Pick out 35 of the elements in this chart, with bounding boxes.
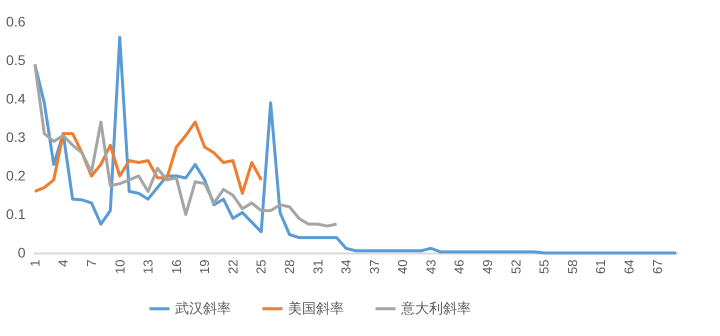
y-tick-label: 0.4 — [6, 90, 26, 106]
legend-label: 意大利斜率 — [400, 300, 471, 316]
line-series — [33, 62, 338, 228]
x-tick-label: 64 — [621, 260, 636, 274]
x-tick-label: 1 — [27, 260, 42, 267]
x-tick-label: 7 — [84, 260, 99, 267]
x-tick-label: 10 — [112, 260, 128, 274]
x-tick-label: 16 — [168, 260, 184, 274]
legend-label: 美国斜率 — [288, 300, 344, 316]
x-tick-label: 52 — [508, 260, 524, 274]
x-tick-label: 4 — [56, 260, 71, 267]
x-tick-label: 34 — [338, 260, 354, 274]
line-series — [33, 120, 263, 195]
y-tick-label: 0.3 — [6, 129, 26, 145]
x-tick-label: 19 — [197, 260, 212, 274]
x-tick-label: 13 — [140, 260, 156, 274]
x-tick-label: 43 — [423, 260, 438, 274]
x-tick-label: 49 — [480, 260, 496, 274]
x-tick-label: 28 — [282, 260, 297, 274]
x-tick-label: 67 — [650, 260, 665, 274]
x-tick-label: 31 — [310, 260, 326, 274]
x-tick-label: 37 — [366, 260, 382, 274]
y-tick-label: 0 — [18, 244, 26, 260]
y-tick-label: 0.6 — [6, 14, 26, 30]
x-tick-label: 55 — [536, 260, 552, 274]
x-tick-label: 25 — [254, 260, 269, 274]
x-tick-label: 61 — [593, 260, 608, 274]
x-tick-label: 40 — [395, 260, 410, 274]
y-tick-label: 0.5 — [6, 52, 26, 68]
x-tick-label: 22 — [225, 260, 240, 274]
y-tick-label: 0.2 — [6, 168, 26, 184]
x-tick-label: 58 — [564, 260, 580, 274]
y-tick-label: 0.1 — [6, 206, 26, 222]
x-tick-label: 46 — [452, 260, 467, 274]
legend-label: 武汉斜率 — [175, 300, 231, 316]
